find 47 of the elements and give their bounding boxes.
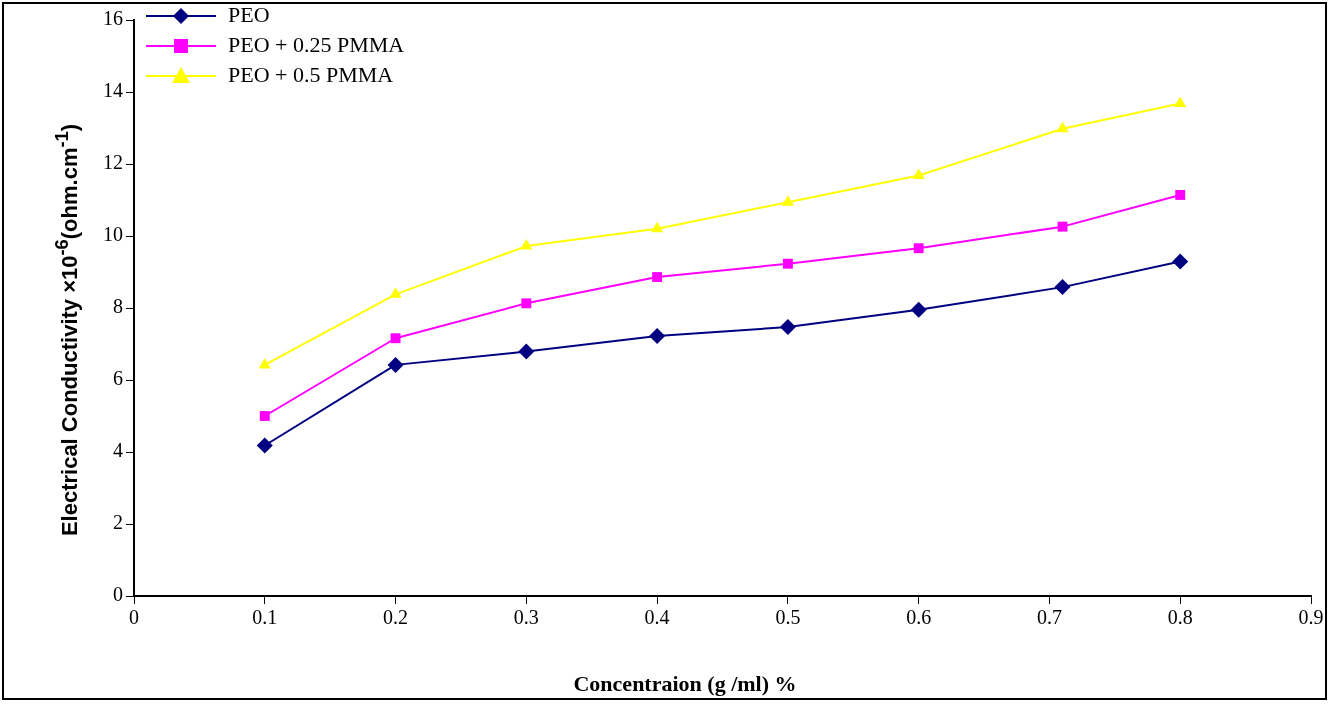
- point: [910, 301, 927, 318]
- point: [256, 437, 273, 454]
- x-axis-title: Concentraion (g /ml) %: [573, 671, 797, 697]
- x-tick-label: 0: [129, 606, 139, 629]
- y-tick-label: 0: [113, 583, 123, 606]
- point: [782, 258, 793, 269]
- legend-label: PEO: [228, 1, 270, 27]
- point: [781, 195, 794, 206]
- point: [518, 343, 535, 360]
- point: [390, 333, 401, 344]
- point: [913, 243, 924, 254]
- y-tick-label: 2: [113, 511, 123, 534]
- point: [649, 328, 666, 345]
- point: [651, 221, 664, 233]
- point: [259, 411, 270, 421]
- point: [1054, 279, 1071, 296]
- point: [520, 239, 533, 250]
- y-tick-label: 14: [103, 79, 123, 102]
- x-tick-label: 0.1: [252, 606, 278, 629]
- y-tick-label: 4: [113, 439, 123, 462]
- point: [258, 357, 271, 369]
- point: [1172, 253, 1189, 270]
- point: [652, 272, 663, 282]
- point: [521, 298, 532, 309]
- x-tick-label: 0.8: [1167, 606, 1193, 629]
- x-tick-label: 0.6: [906, 606, 932, 629]
- x-tick-label: 0.5: [775, 606, 801, 629]
- x-tick-label: 0.7: [1036, 606, 1062, 629]
- point: [912, 168, 925, 180]
- point: [389, 287, 402, 298]
- legend-label: PEO + 0.5 PMMA: [228, 61, 394, 87]
- point: [387, 356, 404, 373]
- point: [1056, 121, 1069, 133]
- legend-label: PEO + 0.25 PMMA: [228, 31, 405, 57]
- y-tick-label: 6: [113, 367, 123, 390]
- x-tick-label: 0.2: [383, 606, 409, 629]
- point: [1057, 221, 1068, 232]
- point: [1174, 96, 1187, 108]
- y-tick-label: 8: [113, 295, 123, 318]
- point: [1175, 190, 1186, 200]
- x-tick-label: 0.4: [644, 606, 670, 629]
- y-tick-label: 10: [103, 223, 123, 246]
- y-tick-label: 16: [103, 7, 123, 30]
- point: [779, 319, 796, 336]
- x-tick-label: 0.9: [1298, 606, 1324, 629]
- y-tick-label: 12: [103, 151, 123, 174]
- x-tick-label: 0.3: [513, 606, 539, 629]
